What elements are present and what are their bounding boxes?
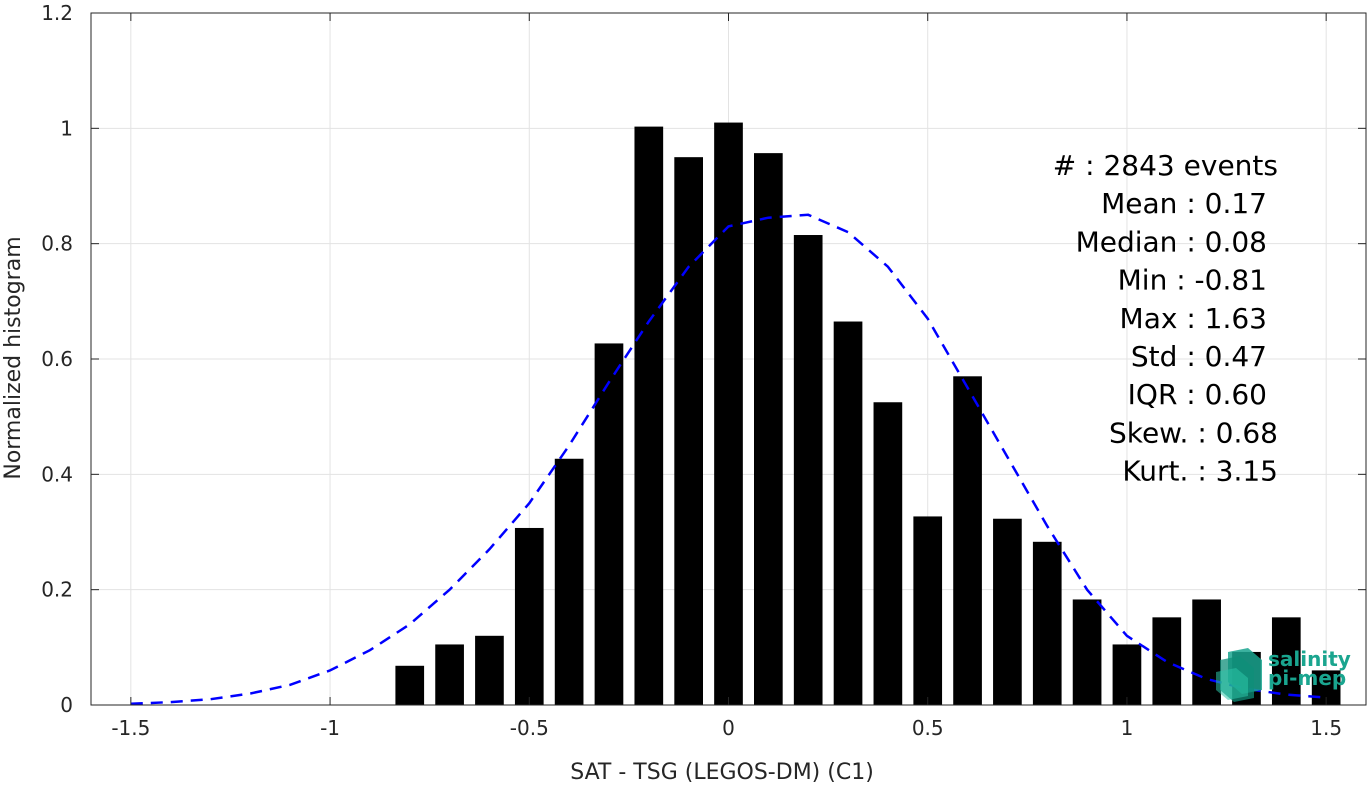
histogram-bar-1: [435, 644, 464, 705]
histogram-bar-13: [913, 516, 943, 705]
y-tick-label-5: 1: [60, 116, 73, 140]
stat-line-7: Skew. : 0.68: [1109, 416, 1278, 449]
logo-text-pimep: pi-mep: [1268, 666, 1346, 690]
x-tick-label-6: 1.5: [1310, 716, 1342, 740]
bars-group: [395, 122, 1341, 706]
stat-line-8: Kurt. : 3.15: [1122, 455, 1278, 488]
x-tick-label-2: -0.5: [510, 716, 549, 740]
y-tick-label-6: 1.2: [41, 1, 73, 25]
histogram-bar-16: [1032, 541, 1062, 705]
stat-line-3: Min : -0.81: [1118, 264, 1267, 297]
y-ticks: 0 0.2 0.4 0.6 0.8 1 1.2: [41, 1, 1366, 717]
histogram-bar-15: [993, 518, 1022, 705]
stats-box: # : 2843 events Mean : 0.17 Median : 0.08 M…: [1053, 149, 1278, 488]
histogram-bar-6: [634, 126, 664, 705]
histogram-bar-8: [714, 122, 743, 706]
y-tick-label-1: 0.2: [41, 578, 73, 602]
x-tick-label-1: -1: [320, 716, 340, 740]
y-tick-label-3: 0.6: [41, 347, 73, 371]
stat-line-6: IQR : 0.60: [1128, 378, 1267, 411]
x-tick-label-5: 1: [1121, 716, 1134, 740]
y-axis-label: Normalized histogram: [1, 236, 26, 479]
stat-line-2: Median : 0.08: [1076, 225, 1267, 258]
histogram-bar-5: [594, 343, 624, 705]
x-tick-label-0: -1.5: [111, 716, 150, 740]
histogram-bar-22: [1271, 617, 1301, 705]
y-tick-label-4: 0.8: [41, 232, 73, 256]
histogram-bar-10: [793, 235, 823, 705]
logo-text-salinity: salinity: [1268, 647, 1351, 671]
histogram-bar-19: [1152, 617, 1182, 705]
histogram-bar-2: [475, 635, 504, 705]
salinity-pimep-logo: salinity pi-mep: [1216, 647, 1351, 702]
histogram-bar-18: [1112, 644, 1142, 705]
x-axis-label: SAT - TSG (LEGOS-DM) (C1): [570, 760, 874, 785]
stat-line-4: Max : 1.63: [1120, 302, 1267, 335]
histogram-bar-7: [674, 157, 703, 705]
histogram-bar-4: [554, 458, 584, 705]
histogram-bar-9: [754, 153, 783, 705]
histogram-bar-17: [1072, 599, 1102, 705]
fit-curve-line: [130, 213, 1327, 706]
y-tick-label-2: 0.4: [41, 462, 73, 486]
x-ticks: -1.5 -1 -0.5 0 0.5 1 1.5: [111, 13, 1342, 740]
histogram-bar-12: [873, 402, 903, 705]
stat-line-0: # : 2843 events: [1053, 149, 1278, 182]
y-tick-label-0: 0: [60, 693, 73, 717]
histogram-bar-0: [395, 665, 425, 705]
histogram-bar-14: [953, 376, 982, 705]
histogram-bar-3: [514, 527, 544, 705]
x-tick-label-4: 0.5: [912, 716, 944, 740]
x-tick-label-3: 0: [722, 716, 735, 740]
histogram-bar-11: [833, 321, 863, 705]
fit-curve-group: [130, 213, 1327, 706]
stat-line-5: Std : 0.47: [1131, 340, 1267, 373]
stat-line-1: Mean : 0.17: [1101, 187, 1267, 220]
logo-cube-icon: [1216, 648, 1262, 702]
